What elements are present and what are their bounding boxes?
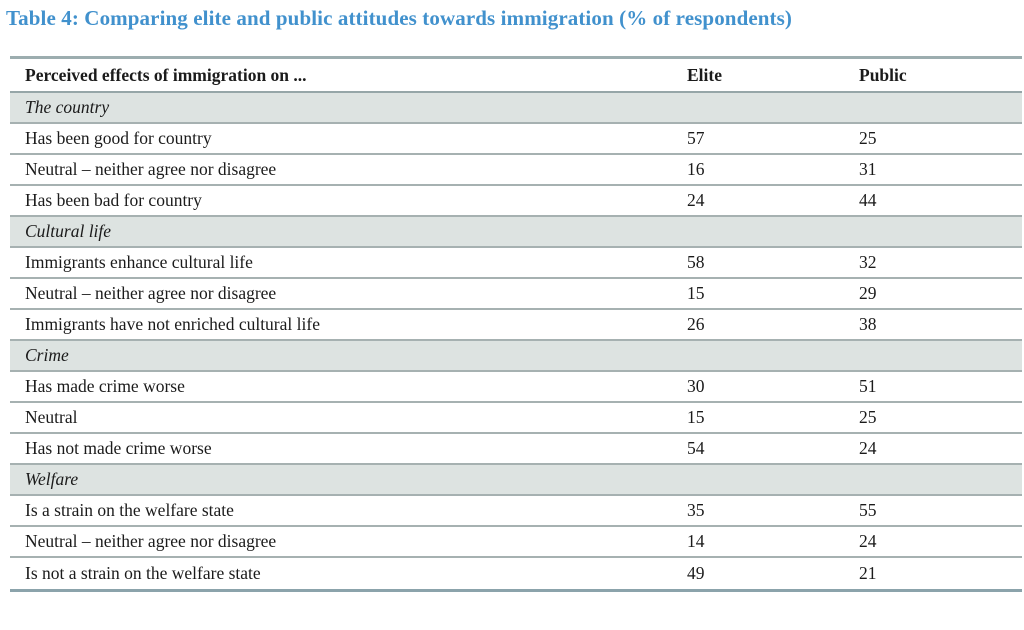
table-row: Immigrants enhance cultural life 58 32 [10,248,1022,279]
row-label: Immigrants enhance cultural life [25,252,253,272]
elite-value: 30 [687,376,705,396]
table-row: Neutral – neither agree nor disagree 16 … [10,155,1022,186]
table-row: Immigrants have not enriched cultural li… [10,310,1022,341]
row-label: Neutral – neither agree nor disagree [25,531,277,551]
row-label: Neutral – neither agree nor disagree [25,283,277,303]
row-label: Has made crime worse [25,376,185,396]
table-row: Is not a strain on the welfare state 49 … [10,558,1022,589]
row-label: Is not a strain on the welfare state [25,563,261,583]
section-name: Cultural life [25,221,112,241]
public-value: 25 [859,407,877,427]
row-label: Has been bad for country [25,190,202,210]
section-name: Welfare [25,469,79,489]
elite-value: 58 [687,252,705,272]
header-elite: Elite [687,64,722,85]
section-header-row: Welfare [10,465,1022,496]
public-value: 29 [859,283,877,303]
table-row: Neutral – neither agree nor disagree 14 … [10,527,1022,558]
elite-value: 35 [687,500,705,520]
table-row: Has been good for country 57 25 [10,124,1022,155]
public-value: 44 [859,190,877,210]
table-row: Neutral – neither agree nor disagree 15 … [10,279,1022,310]
public-value: 38 [859,314,877,334]
row-label: Immigrants have not enriched cultural li… [25,314,320,334]
table-row: Has made crime worse 30 51 [10,372,1022,403]
elite-value: 15 [687,283,705,303]
public-value: 51 [859,376,877,396]
row-label: Is a strain on the welfare state [25,500,234,520]
section-header-row: The country [10,93,1022,124]
public-value: 21 [859,563,877,583]
table-row: Has not made crime worse 54 24 [10,434,1022,465]
section-name: Crime [25,345,69,365]
section-name: The country [25,97,110,117]
header-label: Perceived effects of immigration on ... [25,64,307,85]
public-value: 32 [859,252,877,272]
section-header-row: Cultural life [10,217,1022,248]
section-header-row: Crime [10,341,1022,372]
elite-value: 24 [687,190,705,210]
table-row: Neutral 15 25 [10,403,1022,434]
row-label: Neutral – neither agree nor disagree [25,159,277,179]
table-row: Has been bad for country 24 44 [10,186,1022,217]
elite-value: 57 [687,128,705,148]
elite-value: 26 [687,314,705,334]
header-public: Public [859,64,907,85]
public-value: 55 [859,500,877,520]
row-label: Neutral [25,407,78,427]
public-value: 25 [859,128,877,148]
row-label: Has not made crime worse [25,438,212,458]
table-row: Is a strain on the welfare state 35 55 [10,496,1022,527]
public-value: 24 [859,438,877,458]
attitudes-table: Perceived effects of immigration on ... … [10,56,1022,592]
table-title: Table 4: Comparing elite and public atti… [6,6,793,30]
public-value: 24 [859,531,877,551]
elite-value: 14 [687,531,705,551]
elite-value: 16 [687,159,705,179]
elite-value: 15 [687,407,705,427]
elite-value: 49 [687,563,705,583]
page: Table 4: Comparing elite and public atti… [6,6,1022,592]
row-label: Has been good for country [25,128,212,148]
elite-value: 54 [687,438,705,458]
table-header-row: Perceived effects of immigration on ... … [10,59,1022,93]
public-value: 31 [859,159,877,179]
